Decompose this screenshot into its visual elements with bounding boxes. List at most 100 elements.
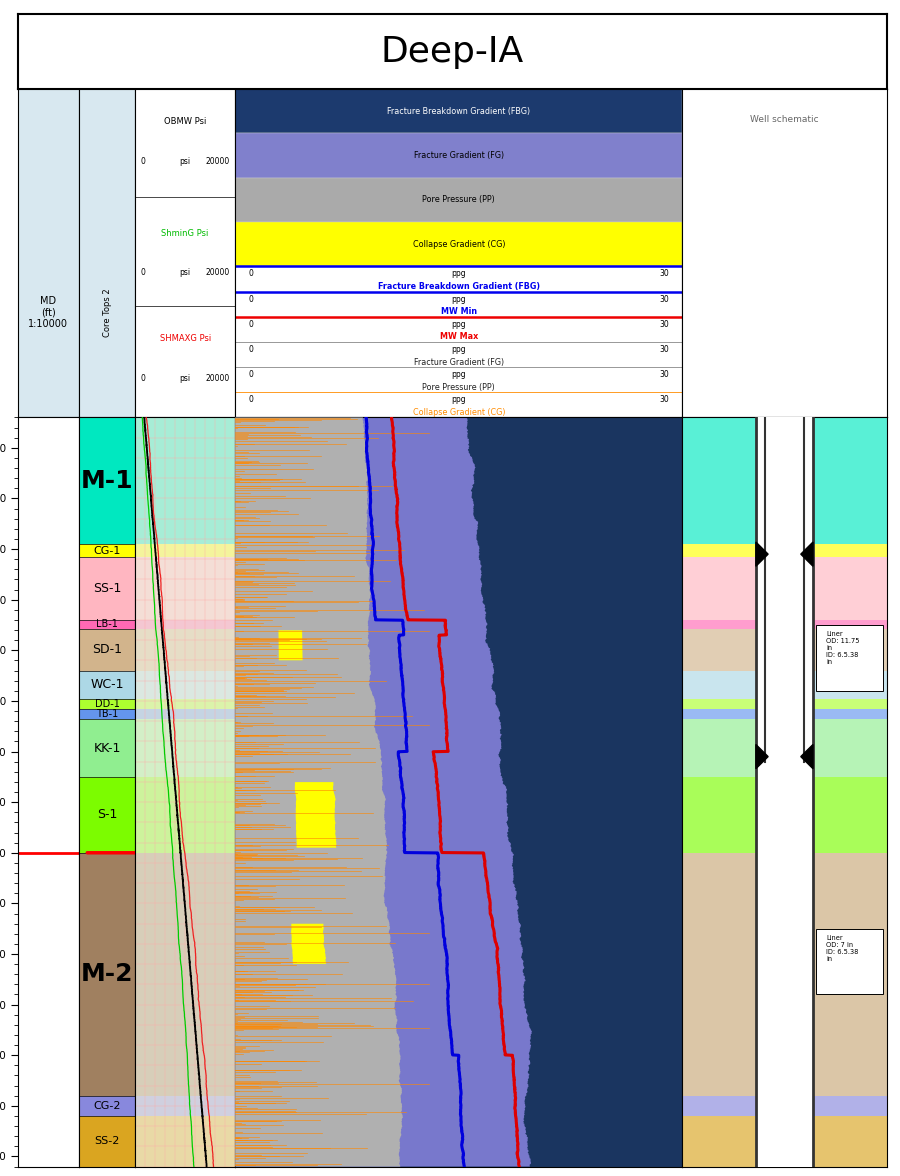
Text: 30: 30	[659, 269, 669, 279]
Bar	[79, 629, 135, 670]
Bar	[235, 89, 682, 133]
Text: ShminG Psi: ShminG Psi	[161, 229, 209, 238]
Text: WC-1: WC-1	[90, 679, 124, 691]
Bar	[816, 929, 884, 995]
Text: SHMAXG Psi: SHMAXG Psi	[159, 334, 211, 343]
Bar	[816, 624, 884, 690]
Bar	[79, 777, 135, 853]
Bar	[135, 417, 235, 544]
Text: ppg: ppg	[452, 395, 466, 405]
Bar	[682, 417, 886, 544]
Bar	[135, 557, 235, 620]
Text: CG-2: CG-2	[94, 1101, 121, 1111]
Text: SS-2: SS-2	[94, 1136, 120, 1147]
Text: OBMW Psi: OBMW Psi	[164, 118, 206, 126]
Bar	[682, 544, 886, 557]
Text: MW Min: MW Min	[441, 307, 477, 316]
Text: ppg: ppg	[452, 370, 466, 379]
Text: M-1: M-1	[81, 469, 133, 493]
Bar	[682, 853, 886, 1096]
Text: ppg: ppg	[452, 295, 466, 303]
Polygon shape	[756, 542, 768, 567]
Text: DD-1: DD-1	[94, 699, 120, 709]
Bar	[79, 544, 135, 557]
Text: 20000: 20000	[206, 374, 230, 382]
Text: MD
(ft)
1:10000: MD (ft) 1:10000	[29, 296, 68, 329]
Bar	[682, 777, 886, 853]
Bar	[682, 720, 886, 777]
Bar	[682, 699, 886, 709]
Bar	[235, 178, 682, 222]
Text: Fracture Gradient (FG): Fracture Gradient (FG)	[414, 151, 504, 160]
Text: 0: 0	[140, 156, 145, 166]
Text: SD-1: SD-1	[92, 643, 122, 656]
Text: 0: 0	[248, 395, 254, 405]
Text: TB-1: TB-1	[96, 709, 118, 719]
Bar	[682, 620, 886, 629]
Text: SS-1: SS-1	[93, 582, 122, 595]
Text: 0: 0	[248, 370, 254, 379]
Bar	[135, 699, 235, 709]
Bar	[79, 699, 135, 709]
Bar	[79, 620, 135, 629]
Text: psi: psi	[180, 374, 191, 382]
Bar	[682, 709, 886, 720]
Bar	[135, 853, 235, 1096]
Text: S-1: S-1	[97, 808, 117, 821]
Text: 30: 30	[659, 395, 669, 405]
Text: 0: 0	[140, 374, 145, 382]
Text: Collapse Gradient (CG): Collapse Gradient (CG)	[412, 408, 505, 417]
Bar	[682, 629, 886, 670]
Bar	[79, 709, 135, 720]
Bar	[135, 670, 235, 699]
Bar	[682, 557, 886, 620]
Text: psi: psi	[180, 268, 191, 278]
Bar	[135, 777, 235, 853]
Text: 30: 30	[659, 295, 669, 303]
Text: ppg: ppg	[452, 345, 466, 354]
Bar	[135, 544, 235, 557]
Polygon shape	[756, 744, 768, 769]
Bar	[135, 629, 235, 670]
Text: 20000: 20000	[206, 268, 230, 278]
Text: 0: 0	[248, 345, 254, 354]
Text: Fracture Breakdown Gradient (FBG): Fracture Breakdown Gradient (FBG)	[378, 282, 540, 290]
Bar	[135, 1096, 235, 1116]
Text: Core Tops 2: Core Tops 2	[103, 288, 112, 336]
Bar	[79, 853, 135, 1096]
Text: 30: 30	[659, 345, 669, 354]
Text: Pore Pressure (PP): Pore Pressure (PP)	[422, 382, 495, 392]
Text: 30: 30	[659, 320, 669, 329]
Text: 0: 0	[248, 320, 254, 329]
Text: KK-1: KK-1	[94, 742, 121, 755]
Text: Pore Pressure (PP): Pore Pressure (PP)	[422, 195, 495, 205]
Bar	[79, 720, 135, 777]
Text: MW Max: MW Max	[439, 333, 478, 341]
Text: 20000: 20000	[206, 156, 230, 166]
Bar	[135, 1116, 235, 1167]
Bar	[79, 1116, 135, 1167]
Bar	[235, 222, 682, 267]
Bar	[135, 709, 235, 720]
Bar	[79, 417, 135, 544]
Text: 0: 0	[248, 295, 254, 303]
Text: 0: 0	[248, 269, 254, 279]
Bar	[682, 1096, 886, 1116]
Text: Deep-IA: Deep-IA	[381, 34, 524, 68]
Text: Collapse Gradient (CG): Collapse Gradient (CG)	[412, 240, 505, 248]
Polygon shape	[801, 744, 813, 769]
Text: Fracture Gradient (FG): Fracture Gradient (FG)	[414, 358, 504, 367]
Text: Well schematic: Well schematic	[750, 115, 819, 125]
Text: psi: psi	[180, 156, 191, 166]
Text: CG-1: CG-1	[94, 546, 121, 555]
Text: LB-1: LB-1	[96, 620, 118, 629]
Text: ppg: ppg	[452, 269, 466, 279]
Text: Liner
OD: 11.75
in
ID: 6.5.38
in: Liner OD: 11.75 in ID: 6.5.38 in	[826, 632, 860, 666]
Text: ppg: ppg	[452, 320, 466, 329]
Text: 30: 30	[659, 370, 669, 379]
Bar	[682, 1116, 886, 1167]
Bar	[79, 557, 135, 620]
Text: M-2: M-2	[81, 962, 133, 987]
Bar	[135, 620, 235, 629]
Bar	[79, 1096, 135, 1116]
